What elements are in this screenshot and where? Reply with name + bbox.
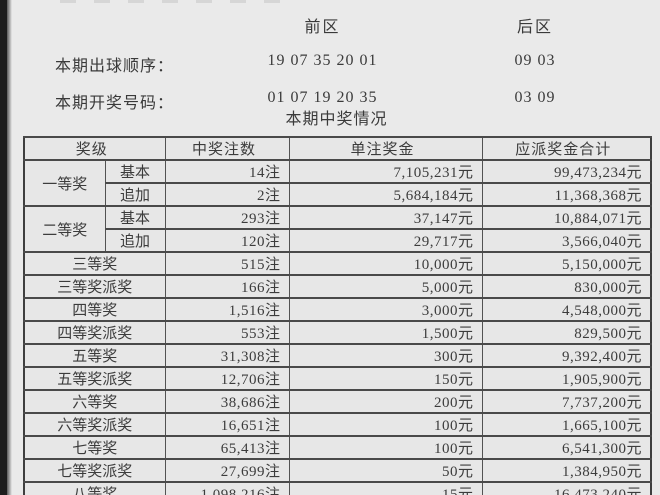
prize-row: 一等奖 基本 14注 7,105,231元 99,473,234元	[23, 159, 652, 207]
subtype-cell: 追加	[104, 228, 166, 253]
count-cell: 515注	[164, 251, 290, 276]
winning-numbers-row: 本期开奖号码： 01 07 19 20 35 03 09	[0, 89, 660, 112]
column-header-3: 应派奖金合计	[481, 136, 652, 161]
column-header-0: 奖级	[23, 136, 166, 161]
prize-cell: 150元	[288, 366, 483, 391]
prize-cell: 100元	[288, 412, 483, 437]
prize-cell: 50元	[288, 458, 483, 483]
prize-row: 追加 2注 5,684,184元 11,368,368元	[24, 182, 652, 207]
prize-row: 三等奖 515注 10,000元 5,150,000元	[23, 251, 652, 276]
count-cell: 12,706注	[164, 366, 290, 391]
prize-cell: 200元	[288, 389, 483, 414]
count-cell: 38,686注	[164, 389, 290, 414]
level-cell: 五等奖派奖	[23, 366, 166, 391]
prize-row: 八等奖 1,098,216注 15元 16,473,240元	[23, 481, 652, 495]
count-cell: 553注	[164, 320, 290, 345]
total-cell: 7,737,200元	[481, 389, 652, 414]
table-header-row: 奖级 中奖注数 单注奖金 应派奖金合计	[23, 136, 652, 161]
level-cell: 四等奖派奖	[23, 320, 166, 345]
level-cell: 七等奖	[23, 435, 166, 460]
ball-order-front-numbers: 19 07 35 20 01	[267, 52, 378, 69]
level-cell: 四等奖	[23, 297, 166, 322]
count-cell: 14注	[164, 159, 290, 184]
prize-cell: 5,000元	[288, 274, 483, 299]
level-cell: 七等奖派奖	[23, 458, 166, 483]
level-cell: 六等奖	[23, 389, 166, 414]
count-cell: 27,699注	[164, 458, 290, 483]
count-cell: 1,516注	[164, 297, 290, 322]
winning-front-numbers: 01 07 19 20 35	[267, 89, 378, 106]
count-cell: 16,651注	[164, 412, 290, 437]
count-cell: 293注	[164, 205, 290, 230]
prize-cell: 100元	[288, 435, 483, 460]
level-cell: 五等奖	[23, 343, 166, 368]
prize-row: 五等奖 31,308注 300元 9,392,400元	[23, 343, 652, 368]
back-zone-label: 后区	[516, 19, 553, 36]
winning-back-numbers: 03 09	[514, 89, 556, 106]
total-cell: 1,665,100元	[481, 412, 652, 437]
prize-row: 追加 120注 29,717元 3,566,040元	[24, 228, 652, 253]
prize-cell: 300元	[288, 343, 483, 368]
level-cell: 二等奖	[23, 205, 106, 253]
left-edge-bar	[0, 0, 7, 495]
prize-row: 五等奖派奖 12,706注 150元 1,905,900元	[23, 366, 652, 391]
total-cell: 6,541,300元	[481, 435, 652, 460]
total-cell: 830,000元	[481, 274, 652, 299]
prize-row: 四等奖 1,516注 3,000元 4,548,000元	[23, 297, 652, 322]
level-cell: 一等奖	[23, 159, 106, 207]
total-cell: 11,368,368元	[481, 182, 652, 207]
subtype-cell: 追加	[104, 182, 166, 207]
front-zone-label: 前区	[304, 19, 341, 36]
prize-cell: 15元	[288, 481, 483, 495]
prize-cell: 10,000元	[288, 251, 483, 276]
total-cell: 829,500元	[481, 320, 652, 345]
count-cell: 65,413注	[164, 435, 290, 460]
prize-table: 奖级 中奖注数 单注奖金 应派奖金合计 一等奖 基本 14注 7,105,231元 99,47…	[23, 136, 653, 495]
total-cell: 9,392,400元	[481, 343, 652, 368]
prize-cell: 37,147元	[288, 205, 483, 230]
prize-cell: 7,105,231元	[288, 159, 483, 184]
prize-row: 六等奖 38,686注 200元 7,737,200元	[23, 389, 652, 414]
prize-table-body: 一等奖 基本 14注 7,105,231元 99,473,234元 追加 2注 5,684,1…	[23, 159, 652, 495]
total-cell: 16,473,240元	[481, 481, 652, 495]
total-cell: 5,150,000元	[481, 251, 652, 276]
count-cell: 166注	[164, 274, 290, 299]
cropped-text-artifact	[60, 0, 295, 3]
count-cell: 2注	[164, 182, 290, 207]
prize-cell: 29,717元	[288, 228, 483, 253]
ball-order-label: 本期出球顺序：	[55, 58, 175, 75]
prize-row: 七等奖 65,413注 100元 6,541,300元	[23, 435, 652, 460]
level-cell: 三等奖派奖	[23, 274, 166, 299]
prize-row: 六等奖派奖 16,651注 100元 1,665,100元	[23, 412, 652, 437]
prize-row: 七等奖派奖 27,699注 50元 1,384,950元	[23, 458, 652, 483]
count-cell: 31,308注	[164, 343, 290, 368]
prize-row: 二等奖 基本 293注 37,147元 10,884,071元	[23, 205, 652, 253]
prize-cell: 3,000元	[288, 297, 483, 322]
prize-cell: 1,500元	[288, 320, 483, 345]
level-cell: 六等奖派奖	[23, 412, 166, 437]
total-cell: 10,884,071元	[481, 205, 652, 230]
total-cell: 4,548,000元	[481, 297, 652, 322]
total-cell: 99,473,234元	[481, 159, 652, 184]
level-cell: 八等奖	[23, 481, 166, 495]
prize-table-title: 本期中奖情况	[285, 111, 388, 128]
total-cell: 1,384,950元	[481, 458, 652, 483]
total-cell: 1,905,900元	[481, 366, 652, 391]
prize-cell: 5,684,184元	[288, 182, 483, 207]
prize-row: 四等奖派奖 553注 1,500元 829,500元	[23, 320, 652, 345]
left-edge-bar-fade	[7, 0, 12, 495]
ball-order-back-numbers: 09 03	[514, 52, 556, 69]
count-cell: 1,098,216注	[164, 481, 290, 495]
subtype-cell: 基本	[104, 205, 166, 230]
winning-numbers-label: 本期开奖号码：	[55, 95, 175, 112]
column-header-1: 中奖注数	[164, 136, 290, 161]
column-header-2: 单注奖金	[288, 136, 483, 161]
ball-order-row: 本期出球顺序： 19 07 35 20 01 09 03	[0, 52, 660, 75]
subtype-cell: 基本	[104, 159, 166, 184]
count-cell: 120注	[164, 228, 290, 253]
prize-row: 三等奖派奖 166注 5,000元 830,000元	[23, 274, 652, 299]
total-cell: 3,566,040元	[481, 228, 652, 253]
level-cell: 三等奖	[23, 251, 166, 276]
